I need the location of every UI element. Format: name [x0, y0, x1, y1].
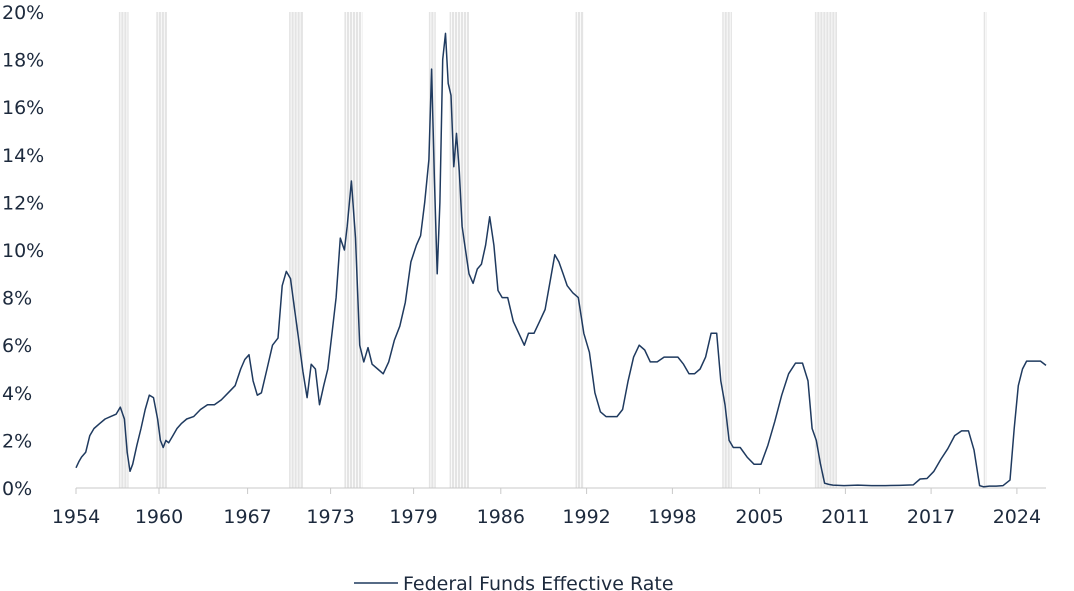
y-tick-label: 0%	[2, 478, 32, 500]
x-tick-label: 1967	[223, 506, 271, 528]
x-tick-label: 1954	[52, 506, 100, 528]
y-tick-label: 10%	[2, 240, 44, 262]
recession-band-4	[428, 12, 436, 488]
y-tick-label: 18%	[2, 50, 44, 72]
y-axis-tick-labels: 0% 2% 4% 6% 8% 10% 12% 14% 16% 18% 20%	[2, 2, 44, 500]
x-tick-label: 1973	[306, 506, 354, 528]
recession-band-9	[983, 12, 987, 488]
legend-label: Federal Funds Effective Rate	[403, 573, 674, 591]
recession-bands	[118, 12, 987, 488]
recession-band-2	[289, 12, 303, 488]
x-tick-label: 1986	[477, 506, 525, 528]
recession-band-3	[344, 12, 363, 488]
x-tick-label: 1998	[648, 506, 696, 528]
recession-band-1	[156, 12, 168, 488]
series-layer	[75, 32, 1047, 488]
x-tick-label: 2017	[907, 506, 955, 528]
recession-band-6	[575, 12, 584, 488]
x-tick-label: 1992	[562, 506, 610, 528]
x-axis-ticks: 1954 1960 1967 1973 1979 1986 1992 1998 2005 2011…	[52, 488, 1041, 528]
x-tick-label: 1979	[389, 506, 437, 528]
y-tick-label: 2%	[2, 430, 32, 452]
series-line-federal-funds-effective-rate	[75, 32, 1047, 488]
y-tick-label: 12%	[2, 192, 44, 214]
x-tick-label: 1960	[135, 506, 183, 528]
y-tick-label: 14%	[2, 145, 44, 167]
x-tick-label: 2011	[821, 506, 869, 528]
y-tick-label: 20%	[2, 2, 44, 24]
x-tick-label: 2005	[735, 506, 783, 528]
y-tick-label: 6%	[2, 335, 32, 357]
y-tick-label: 4%	[2, 383, 32, 405]
y-tick-label: 8%	[2, 288, 32, 310]
y-tick-label: 16%	[2, 97, 44, 119]
legend: Federal Funds Effective Rate	[354, 573, 674, 591]
x-tick-label: 2024	[993, 506, 1041, 528]
